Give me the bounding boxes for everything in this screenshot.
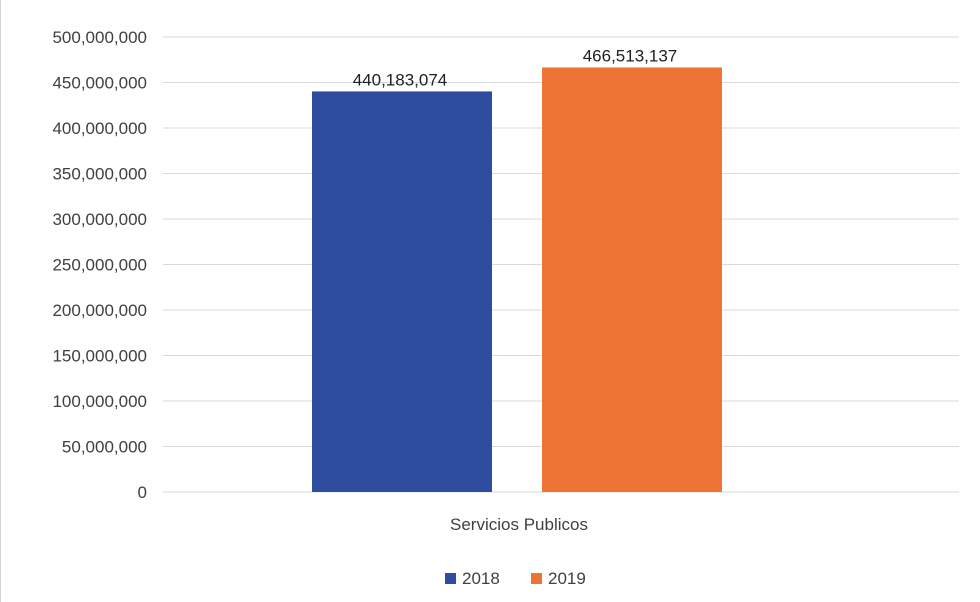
y-tick-label: 350,000,000 [52,165,147,184]
y-tick-label: 250,000,000 [52,256,147,275]
bar-2019 [542,67,722,492]
legend-item-2018: 2018 [445,569,500,588]
y-tick-label: 50,000,000 [62,438,147,457]
legend-label-2019: 2019 [548,569,586,588]
x-axis-category-labels: Servicios Publicos [450,515,588,534]
y-tick-label: 300,000,000 [52,210,147,229]
data-labels: 440,183,074 466,513,137 [353,46,678,89]
legend-item-2019: 2019 [531,569,586,588]
data-label-2019: 466,513,137 [583,46,678,65]
bar-2018 [312,91,492,492]
legend-swatch-2019 [531,573,542,584]
legend: 2018 2019 [445,569,586,588]
data-label-2018: 440,183,074 [353,70,448,89]
y-tick-label: 200,000,000 [52,301,147,320]
y-tick-label: 400,000,000 [52,119,147,138]
y-tick-label: 450,000,000 [52,74,147,93]
bars [312,67,722,492]
y-tick-label: 0 [138,483,147,502]
y-tick-label: 100,000,000 [52,392,147,411]
category-label: Servicios Publicos [450,515,588,534]
y-axis-tick-labels: 0 50,000,000 100,000,000 150,000,000 200,000… [52,28,147,502]
legend-swatch-2018 [445,573,456,584]
y-tick-label: 150,000,000 [52,347,147,366]
legend-label-2018: 2018 [462,569,500,588]
y-tick-label: 500,000,000 [52,28,147,47]
